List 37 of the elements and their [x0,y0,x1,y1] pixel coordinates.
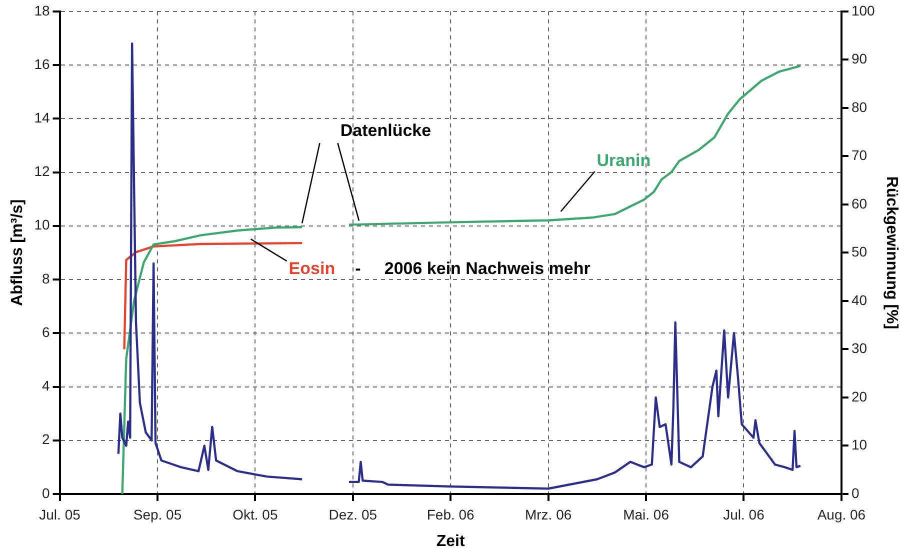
y2-tick-label: 50 [851,244,868,260]
y2-tick-label: 60 [851,195,868,212]
x-tick-label: Jul. 05 [39,506,81,522]
y-tick-label: 16 [34,56,50,72]
y-tick-label: 6 [42,324,50,340]
y2-tick-label: 10 [851,436,868,453]
y-tick-label: 14 [34,110,50,126]
y-tick-label: 4 [42,378,50,394]
y2-tick-label: 0 [851,484,860,501]
y2-tick-label: 30 [851,340,868,356]
x-tick-label: Mai. 06 [623,506,670,522]
y-tick-label: 18 [34,2,50,18]
y2-tick-label: 100 [851,2,876,18]
y-tick-label: 8 [42,270,50,286]
x-tick-label: Jul. 06 [723,506,765,522]
x-tick-label: Aug. 06 [817,506,866,522]
y2-tick-label: 40 [851,292,868,308]
series-label: Uranin [596,151,651,170]
y-tick-label: 0 [42,484,50,501]
y-tick-label: 10 [34,216,50,233]
x-tick-label: Feb. 06 [426,506,475,522]
y2-tick-label: 90 [851,50,868,67]
series-label: Eosin [288,258,336,278]
x-axis-title: Zeit [436,532,466,550]
annotation: - 2006 kein Nachweis mehr [355,258,591,278]
x-tick-label: Dez. 05 [328,506,378,522]
y2-tick-label: 20 [851,388,868,404]
y-axis-title: Abfluss [m³/s] [9,199,26,306]
x-tick-label: Mrz. 06 [524,506,572,522]
y-tick-label: 2 [42,431,50,448]
y2-tick-label: 80 [851,98,868,115]
y-tick-label: 12 [34,163,50,180]
x-tick-label: Sep. 05 [133,506,182,522]
y2-axis-title: Rückgewinnung [%] [882,176,900,330]
x-tick-label: Okt. 05 [232,506,278,522]
annotation: Datenlücke [340,120,432,140]
y2-tick-label: 70 [851,147,868,164]
